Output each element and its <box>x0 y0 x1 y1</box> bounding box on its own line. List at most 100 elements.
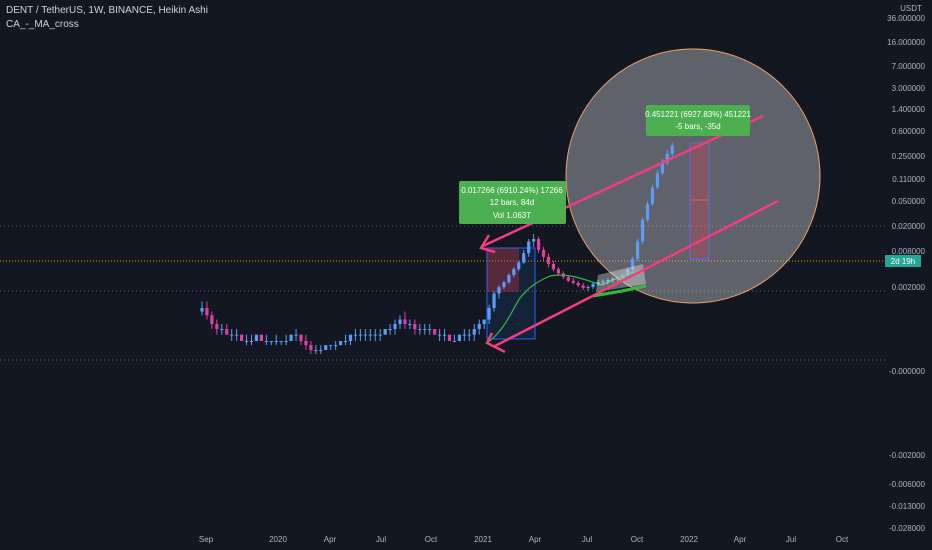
candle-body <box>640 219 645 242</box>
ma-line <box>487 267 649 343</box>
candle-body <box>665 153 669 163</box>
candle-body <box>472 329 476 335</box>
candle-body <box>418 329 422 331</box>
candle-body <box>294 334 298 336</box>
candle-body <box>522 253 526 263</box>
time-tick-label: Oct <box>631 535 644 544</box>
measure-range-box <box>689 142 710 260</box>
price-tick-labels: 36.000000 16.000000 7.000000 3.000000 1.4000… <box>887 14 925 533</box>
measure-label-box <box>459 181 566 224</box>
measure-label-line: -5 bars, -35d <box>675 122 720 131</box>
measure-label-line: 12 bars, 84d <box>490 198 534 207</box>
measure-label-box <box>646 105 750 136</box>
candle-body <box>274 341 278 342</box>
measure-label-2: 0.451221 (6927.83%) 451221 -5 bars, -35d <box>645 105 751 136</box>
candle-body <box>348 334 353 341</box>
candle-body <box>358 334 362 336</box>
price-tick-label: -0.028000 <box>889 524 926 533</box>
price-tick-label: 0.110000 <box>892 175 925 184</box>
candle-body <box>527 241 531 254</box>
time-tick-label: Oct <box>836 535 849 544</box>
candle-body <box>438 334 442 336</box>
candle-body <box>393 324 397 330</box>
horizontal-levels <box>0 225 885 361</box>
candle-body <box>546 256 551 264</box>
channel-upper-line <box>482 114 764 248</box>
time-tick-label: Jul <box>376 535 386 544</box>
candle-body <box>368 334 372 336</box>
candle-body <box>215 324 219 330</box>
price-tick-label: -0.000000 <box>889 367 926 376</box>
highlight-circle <box>565 48 821 304</box>
measure-label-line: 0.017266 (6910.24%) 17266 <box>461 186 563 195</box>
candle-body <box>631 258 635 270</box>
candle-body <box>319 350 323 351</box>
candle-body <box>601 281 605 283</box>
candle-body <box>339 341 343 346</box>
candle-body <box>626 269 630 275</box>
candle-body <box>571 280 575 283</box>
measure-label-line: 0.451221 (6927.83%) 451221 <box>645 110 751 119</box>
candle-body <box>433 329 437 335</box>
candle-body <box>329 345 333 347</box>
symbol-title[interactable]: DENT / TetherUS, 1W, BINANCE, Heikin Ash… <box>6 5 208 16</box>
chart-legend: DENT / TetherUS, 1W, BINANCE, Heikin Ash… <box>6 4 208 32</box>
candle-body <box>254 334 259 341</box>
price-tick-label: 16.000000 <box>887 38 925 47</box>
price-tick-label: -0.013000 <box>889 502 926 511</box>
candle-body <box>452 341 457 342</box>
candle-body <box>403 319 407 325</box>
candle-body <box>576 282 580 286</box>
candle-body <box>244 341 249 342</box>
candle-body <box>373 334 377 336</box>
time-tick-label: Jul <box>786 535 796 544</box>
candle-body <box>269 341 273 342</box>
candle-body <box>289 334 293 341</box>
arrow-marker-bottom <box>485 332 506 354</box>
candle-body <box>541 249 546 257</box>
candle-body <box>442 334 447 336</box>
measure-label-line: Vol 1.063T <box>493 211 531 220</box>
time-axis[interactable]: Sep 2020 Apr Jul Oct 2021 Apr Jul Oct 2022 Apr Jul O… <box>199 535 849 544</box>
candle-body <box>606 280 610 282</box>
candle-body <box>636 241 640 259</box>
candle-body <box>220 329 224 331</box>
candle-body <box>537 239 541 250</box>
candle-body <box>264 341 268 342</box>
candle-body <box>670 145 674 154</box>
time-tick-label: Apr <box>734 535 747 544</box>
price-tick-label: 7.000000 <box>892 62 926 71</box>
price-axis[interactable]: USDT 36.000000 16.000000 7.000000 3.000000 1… <box>885 0 932 550</box>
candle-body <box>566 277 570 281</box>
measure-label-1: 0.017266 (6910.24%) 17266 12 bars, 84d V… <box>459 181 566 224</box>
indicator-name[interactable]: CA_-_MA_cross <box>6 19 79 30</box>
candle-body <box>205 307 209 316</box>
candle-body <box>660 162 664 174</box>
candle-body <box>551 263 556 270</box>
price-tick-label: 36.000000 <box>887 14 925 23</box>
candle-body <box>259 334 263 341</box>
candle-body <box>591 283 595 288</box>
candle-body <box>235 334 239 336</box>
price-tick-label: 3.000000 <box>892 84 926 93</box>
price-tick-label: 0.020000 <box>892 222 926 231</box>
candle-body <box>457 334 461 341</box>
price-axis-bg <box>885 0 932 550</box>
candle-body <box>353 334 358 336</box>
candle-body <box>314 350 318 351</box>
candle-body <box>343 341 348 342</box>
support-highlight <box>592 284 647 298</box>
candle-body <box>210 315 214 325</box>
candle-body <box>462 334 466 336</box>
candle-body <box>447 334 452 341</box>
candle-body <box>200 307 204 312</box>
price-tick-label: 0.600000 <box>892 127 926 136</box>
candle-body <box>398 319 402 325</box>
candle-body <box>532 239 536 242</box>
candle-body <box>467 334 471 336</box>
candle-body <box>482 319 486 325</box>
candle-body <box>645 204 650 220</box>
time-tick-label: 2022 <box>680 535 698 544</box>
candle-body <box>586 287 590 289</box>
